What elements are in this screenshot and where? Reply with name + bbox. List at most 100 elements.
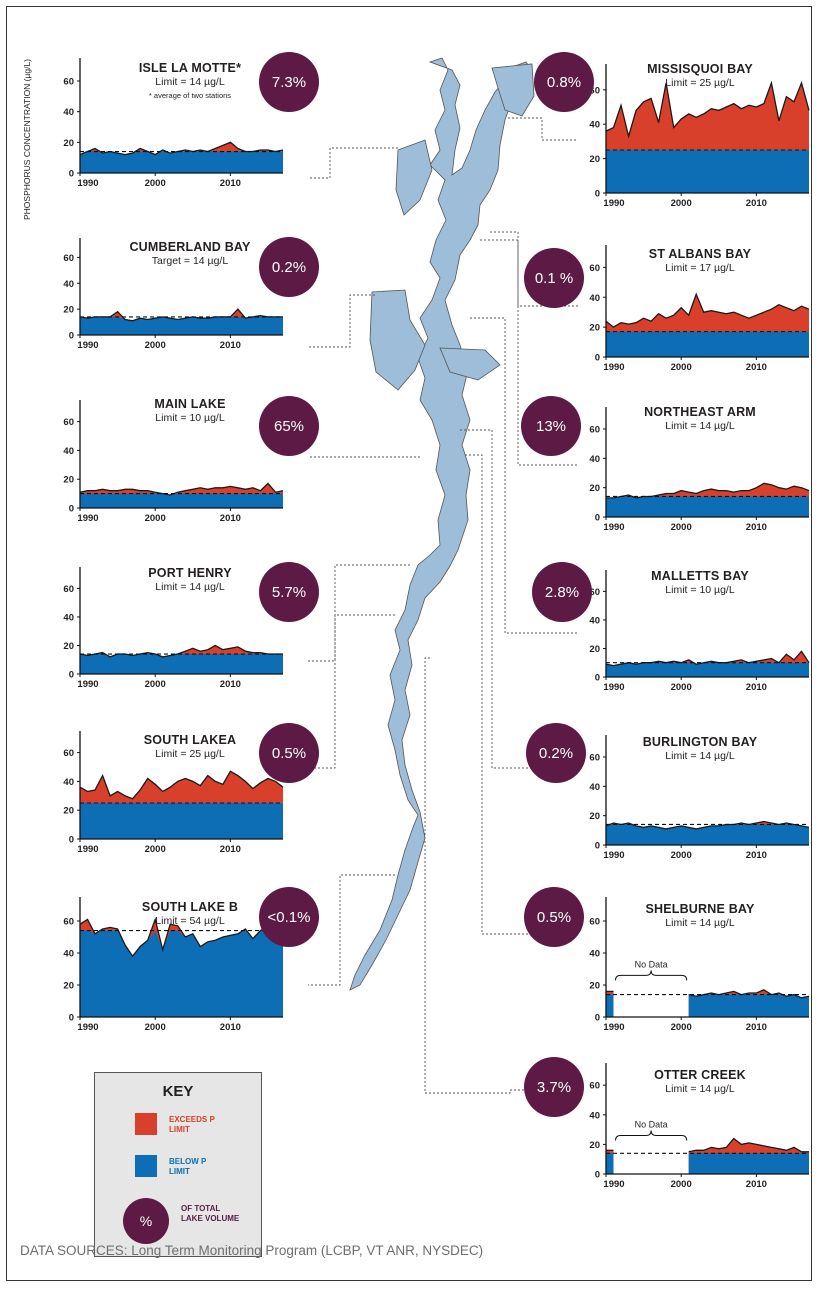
chart-cumberland-bay: 0 20 40 60 1990 2000 2010 — [52, 238, 287, 355]
ytick-label: 60 — [63, 748, 74, 759]
xtick-label: 2010 — [746, 522, 767, 533]
below-swatch — [135, 1155, 157, 1177]
xtick-label: 2000 — [145, 513, 166, 524]
exceeds-label: EXCEEDS P LIMIT — [169, 1115, 215, 1134]
chart-port-henry: 0 20 40 60 1990 2000 2010 — [52, 567, 287, 694]
xtick-label: 2010 — [220, 178, 241, 189]
xtick-label: 1990 — [603, 1022, 624, 1033]
no-data-bracket — [615, 1130, 688, 1141]
ytick-label: 40 — [589, 615, 600, 626]
volume-badge-shelburne-bay: 0.5% — [524, 887, 584, 947]
data-line-northeast-arm-0 — [606, 482, 810, 499]
ytick-label: 0 — [69, 169, 74, 180]
volume-badge-cumberland-bay: 0.2% — [259, 237, 319, 297]
ytick-label: 20 — [589, 483, 600, 494]
volume-label: OF TOTAL LAKE VOLUME — [181, 1204, 240, 1223]
lake-west-arm — [369, 289, 426, 391]
chart-limit-cumberland-bay: Target = 14 µg/L — [151, 255, 229, 267]
ytick-label: 20 — [589, 644, 600, 655]
volume-badge-burlington-bay: 0.2% — [526, 723, 586, 783]
exceeds-swatch — [135, 1113, 157, 1135]
data-line-otter-creek-1 — [688, 1137, 809, 1153]
leader-line-3 — [308, 564, 410, 662]
data-line-missisquoi-bay-0 — [605, 80, 810, 139]
ytick-label: 20 — [63, 641, 74, 652]
volume-badge-st-albans-bay: 0.1 % — [524, 248, 584, 308]
chart-limit-otter-creek: Limit = 14 µg/L — [665, 1083, 735, 1095]
xtick-label: 1990 — [77, 679, 98, 690]
xtick-label: 1990 — [77, 513, 98, 524]
ytick-label: 40 — [589, 949, 600, 960]
below-area-burlington-bay-0 — [606, 824, 809, 845]
xtick-label: 2000 — [671, 522, 692, 533]
below-area-cumberland-bay-0 — [80, 316, 283, 335]
source-text: DATA SOURCES: Long Term Monitoring Progr… — [20, 1243, 484, 1258]
chart-title-burlington-bay: BURLINGTON BAY — [642, 735, 758, 749]
chart-otter-creek: 0 20 40 60 1990 2000 2010 No Data — [578, 1063, 813, 1194]
xtick-label: 2010 — [746, 1179, 767, 1190]
ytick-label: 60 — [63, 417, 74, 428]
chart-title-northeast-arm: NORTHEAST ARM — [644, 405, 756, 419]
key-title: KEY — [162, 1083, 194, 1100]
xtick-label: 2000 — [671, 362, 692, 373]
legend-key: KEY EXCEEDS P LIMIT BELOW P LIMIT % OF T… — [94, 1072, 262, 1257]
ytick-label: 20 — [589, 323, 600, 334]
ytick-label: 0 — [69, 835, 74, 846]
chart-shelburne-bay: 0 20 40 60 1990 2000 2010 No Data — [578, 897, 813, 1037]
ytick-label: 0 — [69, 504, 74, 515]
ytick-label: 0 — [595, 1013, 600, 1024]
ytick-label: 0 — [69, 670, 74, 681]
chart-missisquoi-bay: 0 20 40 60 1990 2000 2010 — [578, 64, 813, 213]
leader-line-8 — [480, 239, 578, 466]
xtick-label: 2010 — [746, 850, 767, 861]
ytick-label: 0 — [69, 1013, 74, 1024]
leader-line-12 — [424, 657, 578, 1094]
below-area-malletts-bay-0 — [606, 662, 809, 677]
volume-badge: % — [123, 1198, 169, 1244]
ytick-label: 60 — [589, 917, 600, 928]
no-data-bracket — [615, 970, 688, 981]
ytick-label: 60 — [589, 753, 600, 764]
below-area-shelburne-bay-0 — [606, 994, 614, 1017]
xtick-label: 2000 — [671, 1022, 692, 1033]
below-area-port-henry-0 — [80, 654, 283, 674]
xtick-label: 2010 — [220, 679, 241, 690]
xtick-label: 1990 — [603, 1179, 624, 1190]
volume-badge-missisquoi-bay: 0.8% — [534, 52, 594, 112]
chart-svg-malletts-bay: 0 20 40 60 1990 2000 2010 — [589, 570, 810, 693]
data-line-st-albans-bay-0 — [605, 292, 810, 328]
ytick-label: 60 — [589, 1081, 600, 1092]
chart-title-port-henry: PORT HENRY — [148, 566, 232, 580]
xtick-label: 2000 — [671, 198, 692, 209]
xtick-label: 2000 — [145, 679, 166, 690]
ytick-label: 40 — [63, 777, 74, 788]
below-area-northeast-arm-0 — [606, 496, 809, 517]
chart-title-st-albans-bay: ST ALBANS BAY — [648, 247, 752, 261]
ytick-label: 60 — [63, 253, 74, 264]
ytick-label: 0 — [595, 513, 600, 524]
ytick-label: 60 — [589, 85, 600, 96]
chart-burlington-bay: 0 20 40 60 1990 2000 2010 — [578, 735, 813, 865]
xtick-label: 2010 — [746, 1022, 767, 1033]
chart-title-isle-la-motte: ISLE LA MOTTE* — [138, 61, 242, 75]
ytick-label: 0 — [595, 353, 600, 364]
chart-limit-malletts-bay: Limit = 10 µg/L — [665, 584, 735, 596]
chart-title-cumberland-bay: CUMBERLAND BAY — [129, 240, 251, 254]
ytick-label: 60 — [63, 584, 74, 595]
ytick-label: 20 — [589, 811, 600, 822]
ytick-label: 20 — [589, 1140, 600, 1151]
chart-northeast-arm: 0 20 40 60 1990 2000 2010 — [578, 407, 813, 537]
leader-line-0 — [308, 147, 398, 179]
chart-svg-isle-la-motte: 0 20 40 60 1990 2000 2010 — [63, 58, 284, 189]
no-data-label: No Data — [635, 959, 668, 969]
leader-line-5 — [308, 874, 395, 986]
xtick-label: 1990 — [603, 522, 624, 533]
ytick-label: 0 — [69, 331, 74, 342]
leader-line-6 — [508, 117, 578, 141]
chart-svg-south-lake-b: 0 20 40 60 1990 2000 2010 — [63, 897, 284, 1033]
chart-title-main-lake: MAIN LAKE — [154, 397, 226, 411]
below-area-otter-creek-1 — [688, 1153, 809, 1174]
chart-limit-south-lake-b: Limit = 54 µg/L — [155, 915, 225, 927]
below-area-south-lake-b-0 — [80, 930, 283, 1017]
leader-line-11 — [465, 454, 578, 935]
